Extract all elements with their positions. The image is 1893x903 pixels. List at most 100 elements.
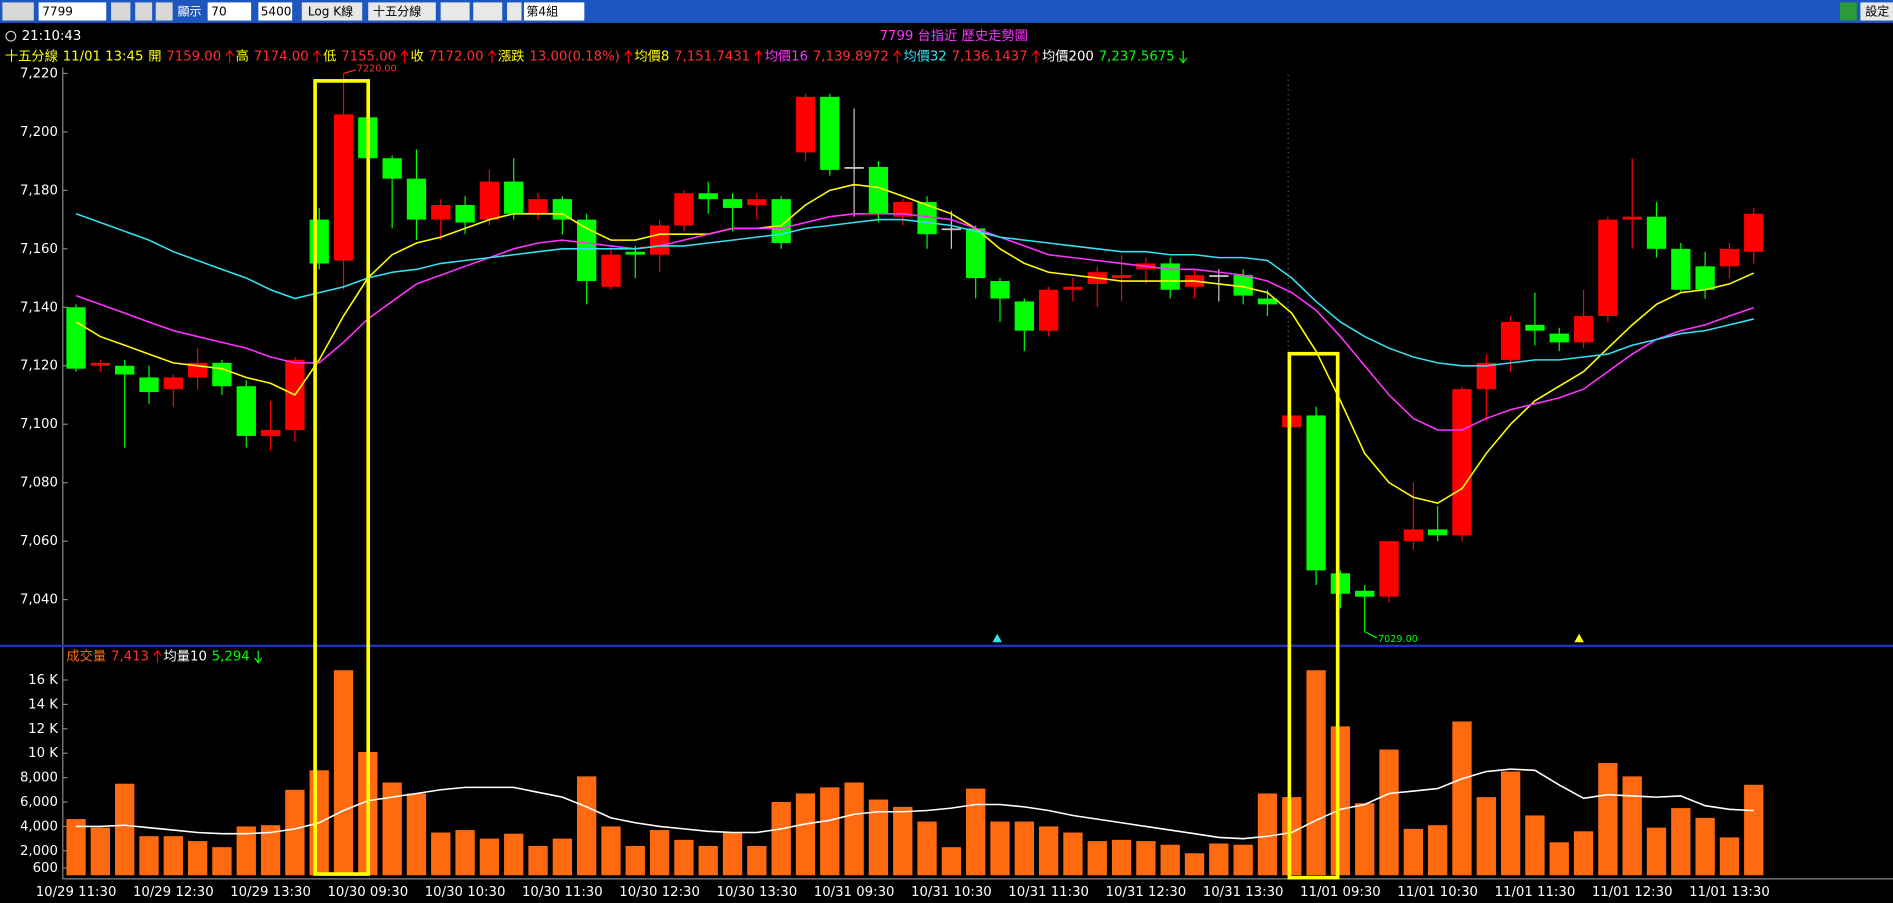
x-tick-label: 10/29 11:30 — [36, 885, 117, 900]
search-button[interactable] — [111, 2, 131, 21]
y-tick-label: 7,080 — [20, 476, 58, 491]
volume-bar — [1038, 826, 1059, 876]
volume-bar — [528, 845, 548, 876]
x-tick-label: 10/31 13:30 — [1203, 885, 1284, 900]
legend-text: 7,139.8972 — [813, 50, 889, 65]
display-label: 顯示 — [177, 5, 201, 19]
settings-button[interactable] — [1860, 2, 1893, 21]
volume-bar — [698, 845, 718, 876]
candle-body — [1111, 275, 1132, 279]
count-text: 70 — [211, 5, 226, 19]
volume-bar — [406, 793, 427, 876]
volume-bar — [1646, 827, 1667, 876]
candle-body — [1209, 275, 1229, 277]
candle-body — [820, 96, 840, 170]
arrow-icon — [893, 49, 902, 63]
erase-button[interactable] — [473, 2, 503, 21]
volume-bar — [1330, 726, 1351, 876]
volume-bar — [1598, 762, 1618, 876]
x-tick-label: 10/30 09:30 — [327, 885, 408, 900]
count-input[interactable] — [207, 2, 252, 21]
excel-button[interactable] — [1839, 2, 1857, 21]
legend-text: 漲跌 — [498, 49, 525, 65]
annotation-leader — [1364, 631, 1378, 639]
volume-bar — [1209, 843, 1229, 876]
volume-bar — [966, 788, 986, 876]
arrow-icon — [624, 49, 633, 63]
x-tick-label: 10/31 09:30 — [814, 885, 895, 900]
volume-bar — [90, 827, 111, 876]
x-tick-label: 10/30 10:30 — [425, 885, 506, 900]
candle-body — [625, 251, 645, 255]
legend-text: 收 — [411, 49, 424, 65]
y-tick-label: 7,140 — [20, 300, 58, 315]
x-tick-label: 11/01 12:30 — [1592, 885, 1673, 900]
volume-bar — [115, 783, 135, 876]
candle-body — [674, 193, 694, 226]
volume-bar — [1525, 815, 1545, 876]
candle-body — [115, 365, 135, 375]
candle-body — [260, 430, 281, 436]
down-button[interactable] — [155, 2, 173, 21]
highlight-box — [1287, 351, 1340, 880]
group-text: 第4組 — [526, 5, 558, 19]
volume-bar — [187, 841, 208, 876]
x-tick-label: 11/01 11:30 — [1495, 885, 1576, 900]
volume-bar — [1111, 839, 1132, 876]
candle-body — [1038, 289, 1059, 331]
candle-body — [1598, 219, 1618, 317]
menu-button[interactable] — [2, 2, 34, 21]
candle-body — [212, 362, 232, 387]
total-input[interactable] — [258, 2, 293, 21]
volume-bar — [1622, 776, 1642, 876]
log-button[interactable] — [301, 2, 363, 21]
x-tick-label: 10/30 13:30 — [717, 885, 798, 900]
volume-bar — [333, 670, 354, 876]
candle-body — [504, 181, 524, 214]
y-tick-label: 14 K — [28, 697, 58, 712]
volume-bar — [722, 832, 743, 876]
y-tick-label: 12 K — [28, 722, 58, 737]
arrow-icon — [1031, 49, 1041, 63]
x-tick-label: 10/31 10:30 — [911, 885, 992, 900]
volume-bar — [820, 787, 840, 876]
candle-body — [1233, 275, 1253, 296]
draw-button[interactable] — [440, 2, 470, 21]
candle-body — [1695, 266, 1715, 290]
candle-body — [139, 377, 159, 393]
candle-body — [1525, 324, 1545, 331]
symbol-input[interactable] — [38, 2, 107, 21]
y-tick-label: 7,220 — [20, 66, 58, 81]
arrow-icon — [312, 49, 322, 63]
volume-bar — [990, 821, 1010, 876]
window-title: 7799 台指近 歷史走勢圖 — [880, 28, 1028, 44]
candle-body — [90, 362, 111, 366]
x-tick-label: 10/30 11:30 — [522, 885, 603, 900]
period-button[interactable] — [368, 2, 436, 21]
legend-text: 均價32 — [903, 49, 946, 65]
volume-bar — [844, 782, 864, 876]
volume-bar — [1063, 832, 1083, 876]
legend-text: 成交量 — [66, 648, 106, 665]
list-button[interactable] — [507, 2, 522, 21]
candle-body — [1719, 248, 1740, 267]
legend-text: 均價8 — [634, 49, 669, 65]
volume-bar — [1184, 853, 1205, 876]
volume-bar — [1087, 841, 1107, 876]
volume-bar — [66, 819, 86, 876]
average-line — [75, 213, 1755, 431]
group-select[interactable] — [523, 2, 585, 21]
volume-bar — [260, 825, 281, 876]
volume-bar — [893, 806, 913, 876]
candle-body — [1671, 248, 1691, 290]
signal-marker — [1574, 633, 1584, 643]
volume-bar — [625, 845, 645, 876]
volume-bar — [1014, 821, 1034, 876]
volume-bar — [382, 782, 402, 876]
candle-body — [1549, 333, 1569, 343]
legend-text: 7159.00 — [166, 50, 221, 65]
candle-body — [747, 199, 767, 205]
up-button[interactable] — [135, 2, 153, 21]
y-tick-label: 7,160 — [20, 242, 58, 257]
candle-body — [66, 307, 86, 369]
